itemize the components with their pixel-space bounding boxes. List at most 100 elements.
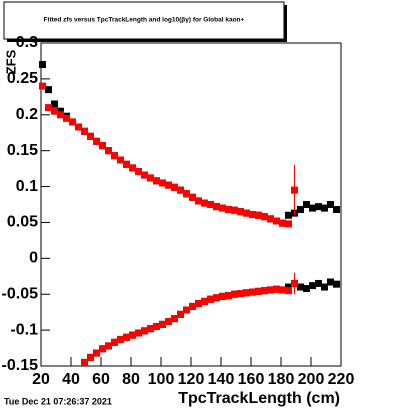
marker [291, 279, 298, 287]
marker [189, 193, 196, 201]
marker [111, 338, 118, 346]
marker [261, 287, 268, 295]
marker [39, 61, 46, 69]
marker [141, 171, 148, 179]
marker [255, 211, 262, 219]
marker [315, 203, 322, 211]
x-tick-label: 160 [238, 371, 265, 388]
marker [39, 82, 46, 90]
marker [243, 209, 250, 217]
marker [291, 186, 298, 194]
marker [261, 213, 268, 221]
x-tick-label: 200 [298, 371, 325, 388]
marker [93, 349, 100, 357]
y-tick-label: 0 [29, 250, 38, 267]
marker [195, 197, 202, 205]
marker [225, 206, 232, 214]
marker [285, 287, 292, 295]
marker [195, 300, 202, 308]
marker [129, 164, 136, 172]
x-axis-label: TpcTrackLength (cm) [178, 390, 340, 407]
marker [123, 160, 130, 168]
marker [237, 208, 244, 216]
marker [279, 219, 286, 227]
marker [309, 282, 316, 290]
marker [159, 179, 166, 187]
marker [171, 315, 178, 323]
marker [321, 283, 328, 291]
marker [189, 302, 196, 310]
marker [231, 206, 238, 214]
marker [183, 306, 190, 314]
marker [321, 204, 328, 212]
y-tick-label: -0.1 [10, 321, 38, 338]
marker [177, 310, 184, 318]
marker [309, 204, 316, 212]
marker [249, 211, 256, 219]
marker [147, 174, 154, 182]
marker [111, 152, 118, 160]
x-tick-label: 180 [268, 371, 295, 388]
marker [153, 323, 160, 331]
marker [219, 292, 226, 300]
footer: Tue Dec 21 07:26:37 2021 [4, 396, 112, 406]
marker [327, 201, 334, 208]
marker [285, 211, 292, 219]
y-tick-label: -0.15 [2, 357, 39, 374]
marker [225, 292, 232, 300]
marker [249, 288, 256, 296]
marker [183, 190, 190, 198]
marker [273, 285, 280, 293]
marker [57, 111, 64, 119]
marker [285, 283, 292, 291]
marker [159, 320, 166, 328]
marker [147, 325, 154, 333]
marker [285, 220, 292, 228]
marker [243, 289, 250, 297]
marker [219, 204, 226, 212]
marker [267, 215, 274, 223]
marker [153, 177, 160, 185]
marker [255, 287, 262, 295]
marker [207, 201, 214, 208]
x-tick-label: 40 [62, 371, 80, 388]
marker [93, 137, 100, 145]
y-tick-label: 0.25 [7, 70, 38, 87]
marker [123, 333, 130, 341]
marker [141, 327, 148, 335]
y-tick-label: 0.1 [16, 178, 38, 195]
marker [237, 290, 244, 298]
marker [267, 286, 274, 294]
marker [333, 206, 340, 214]
x-tick-label: 60 [92, 371, 110, 388]
marker [201, 297, 208, 305]
chart-title: Fitted zfs versus TpcTrackLength and log… [44, 17, 245, 24]
y-tick-label: 0.3 [16, 34, 38, 51]
marker [51, 100, 58, 108]
marker [177, 186, 184, 194]
marker [165, 181, 172, 189]
marker [117, 335, 124, 343]
marker [57, 107, 64, 115]
marker [297, 206, 304, 214]
marker [117, 156, 124, 164]
y-tick-label: 0.2 [16, 106, 38, 123]
marker [105, 342, 112, 350]
marker [297, 283, 304, 291]
marker [303, 201, 310, 208]
marker [165, 317, 172, 325]
y-axis-label: ZFS [3, 49, 18, 74]
marker [171, 183, 178, 191]
marker [87, 132, 94, 140]
y-tick-label: -0.05 [2, 285, 39, 302]
marker [315, 279, 322, 287]
marker [327, 278, 334, 286]
marker [279, 286, 286, 294]
x-tick-label: 120 [178, 371, 205, 388]
x-tick-label: 20 [32, 371, 50, 388]
marker [105, 147, 112, 155]
marker [51, 107, 58, 115]
marker [63, 114, 70, 122]
marker [99, 345, 106, 353]
